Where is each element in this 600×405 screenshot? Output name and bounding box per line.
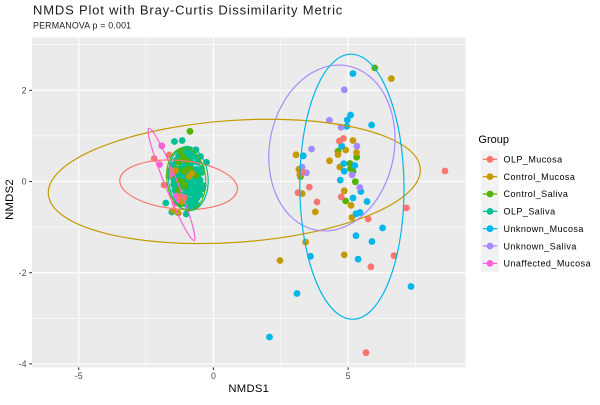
svg-text:-4: -4 [19, 359, 27, 369]
svg-text:Unknown_Mucosa: Unknown_Mucosa [504, 224, 584, 234]
svg-text:Control_Saliva: Control_Saliva [504, 189, 569, 199]
svg-text:Group: Group [478, 134, 509, 146]
svg-text:OLP_Saliva: OLP_Saliva [504, 207, 556, 217]
svg-text:-5: -5 [75, 371, 83, 381]
svg-text:Control_Mucosa: Control_Mucosa [504, 172, 576, 182]
svg-text:Unknown_Saliva: Unknown_Saliva [504, 241, 577, 251]
svg-text:NMDS Plot with Bray-Curtis Dis: NMDS Plot with Bray-Curtis Dissimilarity… [33, 3, 343, 18]
svg-text:OLP_Mucosa: OLP_Mucosa [504, 155, 563, 165]
svg-text:NMDS2: NMDS2 [4, 179, 16, 220]
svg-text:5: 5 [346, 371, 351, 381]
svg-text:Unaffected_Mucosa: Unaffected_Mucosa [504, 259, 592, 269]
svg-text:2: 2 [22, 85, 27, 95]
svg-text:NMDS1: NMDS1 [228, 383, 269, 395]
svg-text:-2: -2 [19, 268, 27, 278]
svg-text:0: 0 [22, 177, 27, 187]
svg-text:PERMANOVA p = 0.001: PERMANOVA p = 0.001 [33, 21, 131, 31]
svg-text:0: 0 [211, 371, 216, 381]
